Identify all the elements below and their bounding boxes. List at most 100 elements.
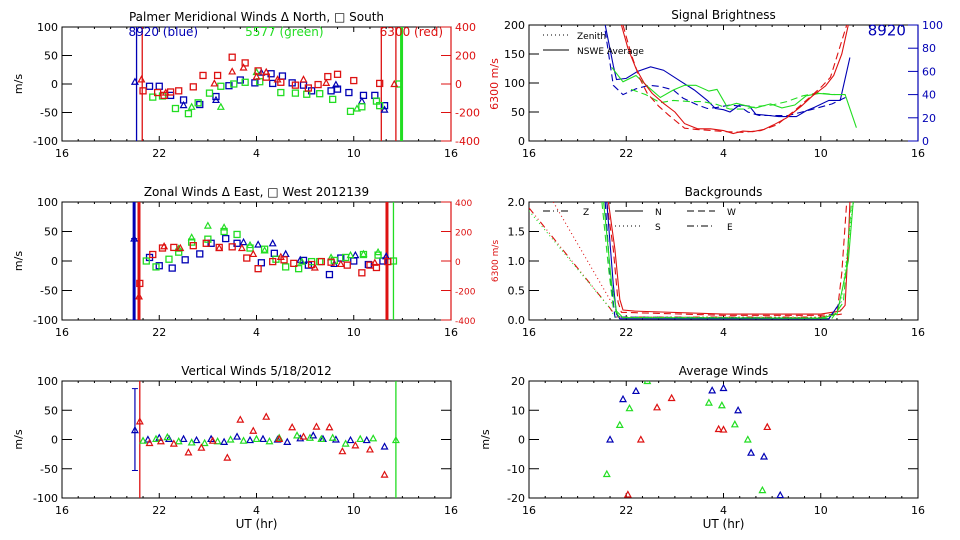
y-tick-label: 100 bbox=[37, 375, 58, 388]
data-point-square bbox=[269, 257, 277, 266]
data-point-square bbox=[359, 250, 368, 259]
x-tick-label: 22 bbox=[152, 147, 166, 160]
data-point-square bbox=[359, 91, 368, 100]
data-point-square bbox=[380, 102, 389, 110]
data-point-triangle bbox=[156, 437, 165, 445]
y-tick-label: 10 bbox=[511, 404, 525, 417]
series-line-6300-zenith bbox=[622, 25, 848, 133]
data-point-triangle bbox=[233, 432, 242, 440]
data-point-triangle bbox=[203, 221, 212, 229]
data-point-square bbox=[269, 79, 277, 88]
data-point-triangle bbox=[260, 246, 269, 254]
y2-tick-label: 60 bbox=[922, 65, 936, 78]
y2-tick-label: -400 bbox=[455, 317, 476, 327]
legend: Z N W S E bbox=[543, 208, 736, 233]
data-point-triangle bbox=[213, 437, 222, 445]
series-line-8920-n bbox=[606, 202, 841, 320]
x-tick-label: 16 bbox=[55, 147, 69, 160]
plot-area bbox=[604, 25, 857, 135]
data-point-triangle bbox=[228, 67, 237, 75]
data-point-triangle bbox=[704, 398, 713, 406]
data-point-triangle bbox=[734, 405, 743, 414]
data-point-square bbox=[139, 87, 147, 95]
data-point-square bbox=[236, 76, 244, 84]
data-point-triangle bbox=[618, 394, 628, 403]
data-point-square bbox=[243, 254, 251, 262]
chart-meridional: Palmer Meridional Winds Δ North, □ South… bbox=[12, 10, 501, 160]
data-point-triangle bbox=[309, 431, 318, 439]
data-point-square bbox=[246, 244, 254, 252]
annotation-label: 8920 bbox=[868, 22, 906, 40]
data-point-square bbox=[379, 257, 387, 265]
data-point-triangle bbox=[776, 490, 785, 498]
data-point-square bbox=[196, 250, 204, 258]
data-point-square bbox=[189, 83, 197, 91]
data-point-triangle bbox=[135, 417, 144, 425]
data-point-triangle bbox=[258, 434, 267, 443]
data-point-triangle bbox=[758, 485, 767, 494]
x-tick-label: 16 bbox=[444, 504, 458, 517]
data-point-square bbox=[202, 239, 210, 247]
data-point-triangle bbox=[184, 448, 193, 456]
series-line-6300-s bbox=[552, 202, 821, 319]
series-line-5577-z bbox=[529, 202, 854, 319]
y-tick-label: 0 bbox=[51, 434, 58, 447]
data-point-triangle bbox=[137, 75, 146, 83]
data-point-square bbox=[145, 82, 154, 90]
data-point-square bbox=[168, 264, 176, 272]
y-tick-label: -100 bbox=[33, 135, 58, 148]
legend-label: NSWE Average bbox=[577, 47, 644, 57]
data-point-triangle bbox=[380, 470, 389, 478]
data-point-square bbox=[217, 82, 225, 90]
data-point-triangle bbox=[179, 100, 188, 109]
y2-tick-label: 0 bbox=[455, 78, 462, 91]
series-line-8920-w bbox=[604, 202, 838, 319]
data-point-triangle bbox=[187, 102, 196, 110]
data-point-triangle bbox=[130, 234, 139, 242]
legend-label: Z bbox=[583, 208, 589, 218]
plot-frame bbox=[61, 201, 452, 321]
data-point-triangle bbox=[643, 381, 652, 385]
data-point-square bbox=[290, 259, 298, 268]
y-axis-label: m/s bbox=[12, 251, 25, 271]
data-point-triangle bbox=[262, 412, 271, 420]
data-point-triangle bbox=[288, 422, 297, 431]
data-point-triangle bbox=[220, 223, 229, 231]
annotation-label: 8920 (blue) bbox=[128, 25, 198, 39]
series-line-8920-zenith bbox=[604, 30, 847, 117]
data-point-triangle bbox=[341, 439, 350, 447]
legend-label: E bbox=[727, 223, 733, 233]
x-tick-label: 10 bbox=[814, 504, 828, 517]
x-axis-label: UT (hr) bbox=[703, 517, 745, 531]
data-point-square bbox=[384, 257, 392, 266]
data-point-triangle bbox=[151, 434, 161, 443]
data-point-triangle bbox=[265, 437, 274, 445]
data-point-square bbox=[158, 244, 167, 252]
plot-area bbox=[130, 27, 404, 141]
data-point-square bbox=[343, 261, 351, 269]
data-point-triangle bbox=[283, 437, 292, 445]
legend-label: N bbox=[655, 208, 662, 218]
data-point-triangle bbox=[714, 424, 723, 433]
data-point-triangle bbox=[717, 401, 726, 409]
data-point-triangle bbox=[236, 415, 245, 423]
data-point-triangle bbox=[275, 434, 284, 443]
y-tick-label: -10 bbox=[507, 463, 525, 476]
data-point-square bbox=[316, 257, 324, 266]
x-tick-label: 10 bbox=[347, 326, 361, 339]
y-tick-label: -50 bbox=[40, 463, 58, 476]
series-line-6300-n bbox=[607, 202, 851, 315]
data-point-triangle bbox=[305, 433, 314, 441]
series-line-6300-w bbox=[606, 202, 848, 316]
data-point-square bbox=[376, 79, 384, 88]
data-point-square bbox=[372, 263, 381, 272]
chart-title: Signal Brightness bbox=[671, 8, 776, 22]
legend: Zenith NSWE Average bbox=[543, 32, 644, 57]
data-point-triangle bbox=[249, 249, 258, 258]
data-point-triangle bbox=[239, 63, 248, 71]
data-point-triangle bbox=[369, 434, 378, 442]
